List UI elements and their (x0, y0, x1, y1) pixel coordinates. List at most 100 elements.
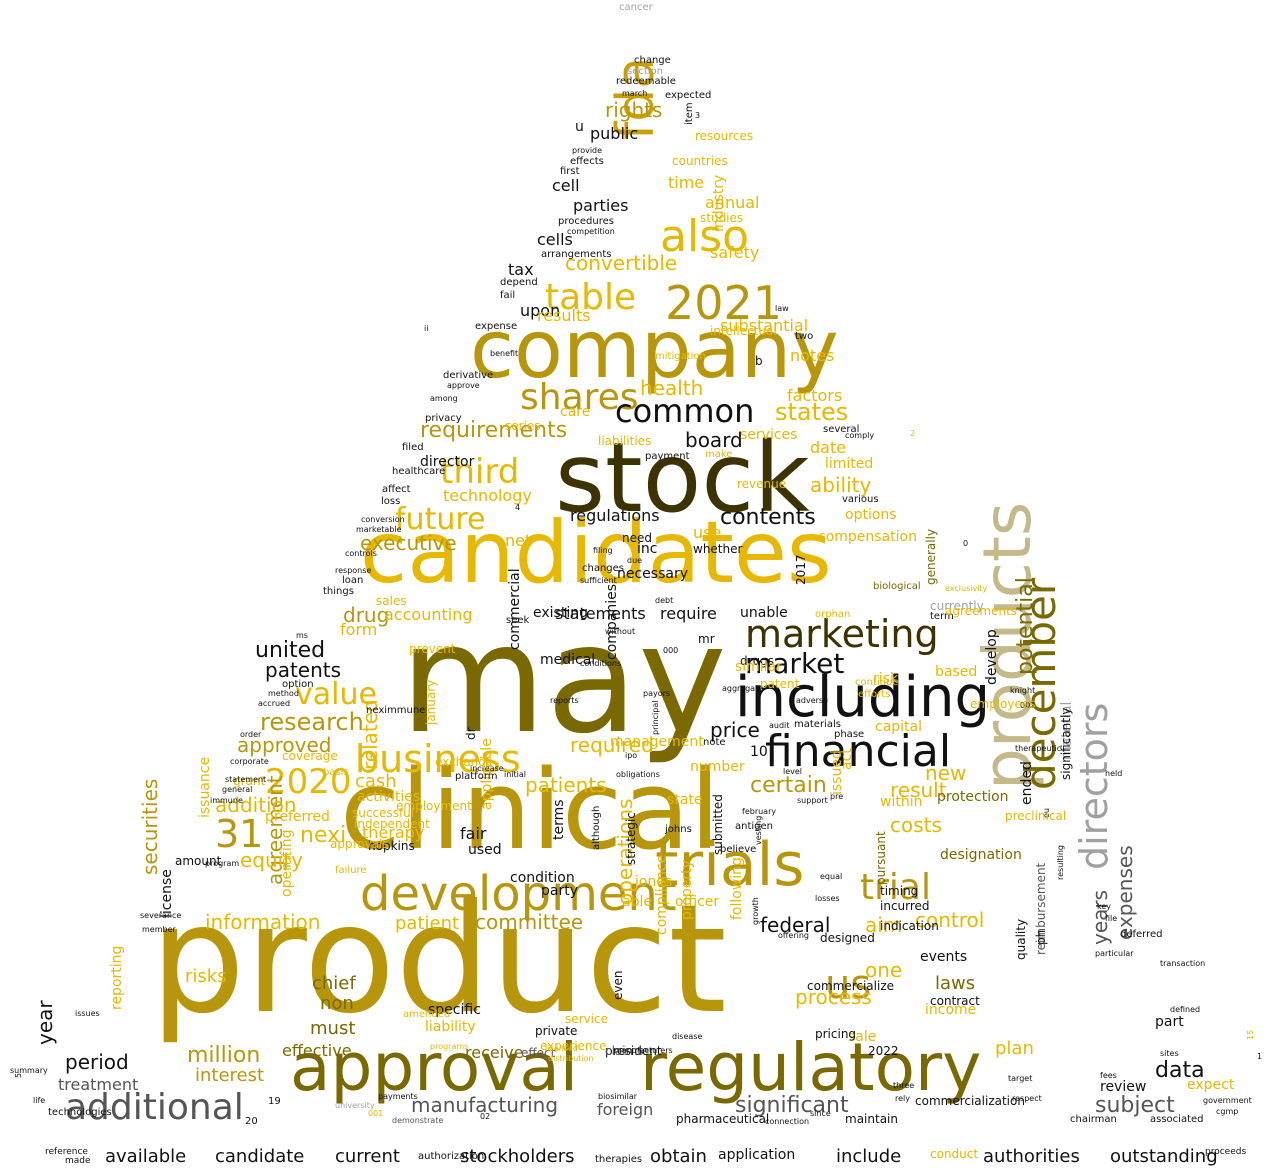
cloud-word: therapies (595, 1154, 643, 1165)
cloud-word: seek (506, 615, 530, 626)
cloud-word: three (893, 1081, 915, 1090)
cloud-word: among (430, 394, 458, 403)
cloud-word: inc (637, 541, 658, 557)
cloud-word: ph (1034, 929, 1048, 945)
cloud-word: safety (710, 243, 760, 262)
cloud-word: risk (873, 671, 899, 687)
cloud-word: 0 (963, 539, 969, 548)
cloud-word: loss (381, 496, 401, 507)
cloud-word: biological (873, 581, 921, 592)
cloud-word: series (505, 419, 541, 433)
cloud-word: 4 (515, 503, 521, 512)
cloud-word: january (424, 679, 438, 725)
cloud-word: life (33, 1096, 46, 1105)
cloud-word: compliance (654, 854, 670, 935)
cloud-word: approval (290, 1029, 579, 1106)
cloud-word: limited (825, 456, 874, 472)
cloud-word: substantial (720, 316, 809, 335)
cloud-word: controls (345, 549, 377, 558)
cloud-word: manufacturers (614, 1046, 673, 1055)
cloud-word: service (565, 1012, 608, 1026)
cloud-word: note (703, 737, 726, 748)
cloud-word: value (295, 677, 377, 712)
cloud-word: accounting (384, 605, 473, 624)
cloud-word: therapy (362, 823, 425, 842)
cloud-word: 2 (910, 429, 916, 438)
cloud-word: grant (233, 774, 266, 788)
cloud-word: 2021 (665, 276, 783, 330)
cloud-word: 000 (663, 646, 679, 655)
cloud-word: chairman (1070, 1114, 1117, 1125)
cloud-word: since (810, 1109, 831, 1118)
cloud-word: similar (735, 659, 782, 675)
cloud-word: process (795, 985, 872, 1009)
cloud-word: amended (403, 1009, 451, 1020)
cloud-word: two (795, 331, 814, 342)
cloud-word: preferred (265, 809, 330, 825)
cloud-word: authorization (418, 1151, 485, 1162)
cloud-word: result (890, 778, 947, 802)
cloud-word: patients (525, 773, 607, 797)
cloud-word: program (205, 859, 240, 868)
cloud-word: employment (396, 799, 472, 813)
cloud-word: fair (460, 824, 487, 843)
cloud-word: notes (790, 346, 835, 365)
cloud-word: private (535, 1024, 578, 1038)
cloud-word: technologies (48, 1107, 112, 1118)
cloud-word: offering (778, 931, 809, 940)
cloud-word: commercialize (807, 979, 895, 993)
cloud-word: resulting (1056, 844, 1065, 880)
cloud-word: public (590, 124, 639, 143)
cloud-word: reporting (109, 945, 125, 1010)
cloud-word: hopkins (368, 839, 415, 853)
cloud-word: government (1203, 1096, 1252, 1105)
cloud-word: march (622, 89, 648, 98)
cloud-word: respect (1012, 1094, 1042, 1103)
cloud-word: liability (425, 1019, 476, 1035)
cloud-word: data (1155, 1058, 1205, 1083)
cloud-word: activities (357, 789, 421, 805)
cloud-word: incurred (880, 899, 930, 913)
cloud-word: executive (360, 531, 457, 555)
cloud-word: whether (693, 542, 743, 556)
cloud-word: part (1155, 1014, 1184, 1030)
cloud-word: debt (655, 596, 674, 605)
cloud-word: events (920, 949, 968, 965)
cloud-word: able (622, 894, 652, 910)
cloud-word: regulatory (640, 1029, 982, 1106)
cloud-word: health (640, 376, 704, 400)
cloud-word: expected (665, 90, 712, 101)
cloud-word: obtain (650, 1146, 707, 1167)
cloud-word: medical (540, 652, 596, 668)
cloud-word: following (729, 857, 745, 920)
cloud-word: provide (572, 146, 603, 155)
cloud-word: member (142, 925, 176, 934)
cloud-word: patents (265, 658, 342, 682)
cloud-word: common (615, 392, 755, 430)
cloud-word: failure (335, 865, 367, 876)
cloud-word: growth (751, 897, 760, 925)
cloud-word: support (797, 796, 828, 805)
cloud-word: required (570, 733, 654, 757)
cloud-word: federal (760, 913, 831, 937)
cloud-word: risks (185, 966, 227, 987)
cloud-word: immune (210, 796, 243, 805)
cloud-word: income (925, 1002, 977, 1018)
cloud-word: university (335, 1101, 375, 1110)
cloud-word: candidate (215, 1146, 305, 1167)
cloud-word: programs (430, 1042, 469, 1051)
cloud-word: change (634, 55, 671, 66)
cloud-word: officer (675, 894, 720, 910)
cloud-word: manufacturing (411, 1093, 559, 1117)
cloud-word: method (268, 689, 299, 698)
cloud-word: filed (402, 442, 424, 453)
cloud-word: trials (655, 830, 805, 900)
cloud-word: conversion (361, 515, 405, 524)
cloud-word: general (222, 785, 253, 794)
cloud-word: us (825, 962, 872, 1008)
cloud-word: develop (984, 629, 1000, 685)
cloud-word: interest (195, 1065, 265, 1086)
cloud-word: require (660, 604, 717, 623)
cloud-word: made (65, 1156, 91, 1166)
